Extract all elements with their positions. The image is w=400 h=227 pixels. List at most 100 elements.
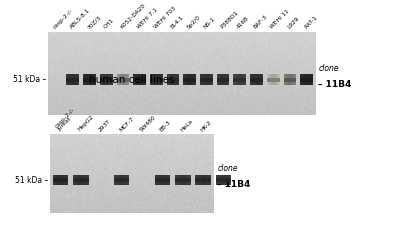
Text: MCF-7: MCF-7 (118, 116, 135, 132)
Bar (285, 74, 286, 85)
Bar (182, 175, 183, 185)
Bar (186, 74, 187, 85)
Bar (192, 74, 193, 85)
Text: K052-DA20: K052-DA20 (119, 3, 146, 30)
Bar (106, 74, 107, 85)
Bar (86, 175, 87, 185)
Bar (284, 78, 296, 82)
Bar (218, 175, 219, 185)
Bar (288, 74, 289, 85)
Text: HeLa: HeLa (179, 118, 194, 132)
Bar (255, 74, 256, 85)
Bar (87, 74, 88, 85)
Bar (229, 175, 230, 185)
Bar (86, 74, 87, 85)
Bar (111, 74, 112, 85)
Text: L929: L929 (286, 16, 300, 30)
Bar (184, 74, 185, 85)
Bar (73, 178, 89, 182)
Bar (187, 74, 188, 85)
Bar (270, 74, 271, 85)
Bar (158, 74, 159, 85)
Bar (260, 74, 261, 85)
Bar (91, 74, 92, 85)
Bar (202, 175, 203, 185)
Bar (183, 175, 184, 185)
Bar (154, 74, 155, 85)
Bar (183, 74, 184, 85)
Bar (274, 74, 275, 85)
Bar (87, 175, 88, 185)
Bar (105, 74, 106, 85)
Bar (176, 175, 177, 185)
Bar (125, 175, 126, 185)
Bar (201, 74, 202, 85)
Bar (236, 74, 237, 85)
Bar (242, 74, 243, 85)
Bar (66, 74, 67, 85)
Bar (110, 74, 111, 85)
Bar (76, 74, 77, 85)
Bar (120, 74, 121, 85)
Bar (185, 175, 186, 185)
Bar (227, 175, 228, 185)
Bar (108, 74, 109, 85)
Bar (119, 74, 120, 85)
Bar (262, 74, 263, 85)
Bar (85, 175, 86, 185)
Text: – 11B4: – 11B4 (218, 180, 251, 189)
Bar (189, 175, 190, 185)
Bar (267, 74, 268, 85)
Bar (198, 175, 199, 185)
Bar (175, 175, 176, 185)
Bar (157, 74, 158, 85)
Bar (250, 78, 263, 82)
Bar (154, 74, 155, 85)
Bar (126, 175, 127, 185)
Bar (168, 175, 169, 185)
Text: EL4.1: EL4.1 (170, 15, 184, 30)
Bar (80, 175, 81, 185)
Bar (53, 175, 54, 185)
Bar (223, 74, 224, 85)
Bar (84, 175, 85, 185)
Text: 51 kDa –: 51 kDa – (15, 175, 49, 185)
Bar (311, 74, 312, 85)
Bar (259, 74, 260, 85)
Bar (200, 175, 201, 185)
Bar (69, 74, 70, 85)
Bar (179, 175, 180, 185)
Bar (122, 74, 123, 85)
Bar (109, 74, 110, 85)
Bar (204, 175, 205, 185)
Bar (81, 175, 82, 185)
Bar (196, 175, 197, 185)
Bar (60, 175, 61, 185)
Bar (119, 175, 120, 185)
Bar (92, 74, 93, 85)
Bar (145, 74, 146, 85)
Bar (162, 74, 163, 85)
Text: BAF-3: BAF-3 (253, 14, 269, 30)
Bar (171, 74, 172, 85)
Bar (187, 175, 188, 185)
Bar (272, 74, 273, 85)
Bar (72, 74, 73, 85)
Bar (67, 175, 68, 185)
Bar (243, 74, 244, 85)
Bar (118, 175, 119, 185)
Bar (206, 175, 207, 185)
Bar (210, 74, 211, 85)
Bar (216, 175, 217, 185)
Bar (191, 74, 192, 85)
Bar (136, 74, 137, 85)
Bar (71, 74, 72, 85)
Bar (307, 74, 308, 85)
Bar (136, 74, 137, 85)
Bar (221, 74, 222, 85)
Bar (103, 74, 104, 85)
Bar (176, 74, 177, 85)
Bar (164, 175, 165, 185)
Bar (125, 74, 126, 85)
Bar (206, 74, 207, 85)
